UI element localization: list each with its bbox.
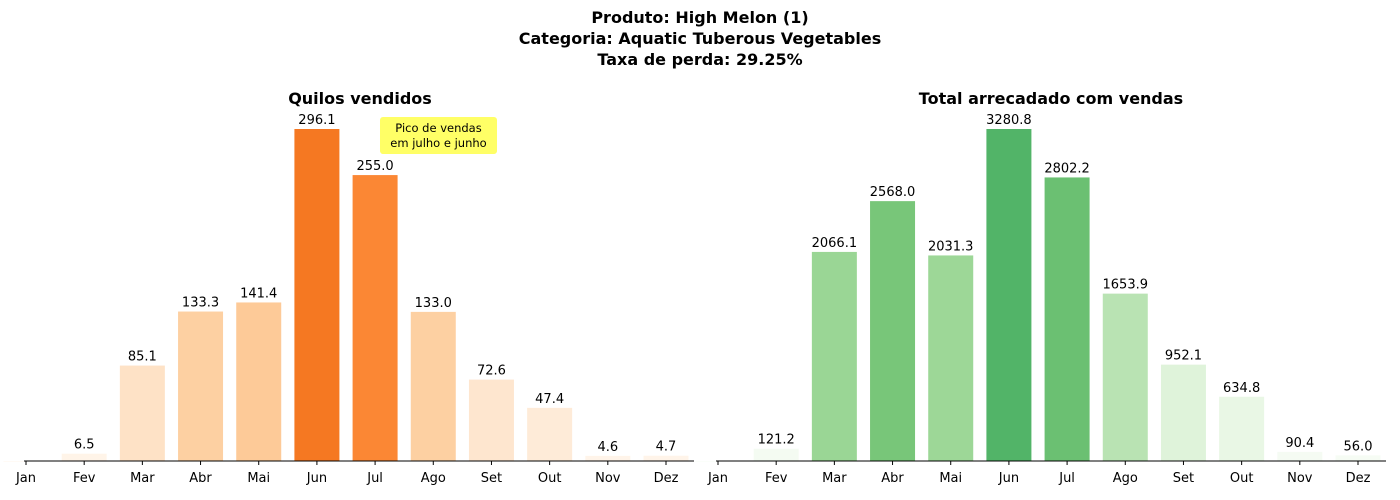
data-label: 2568.0 [870, 185, 916, 200]
bar-abr [870, 201, 916, 462]
x-tick-label: Set [481, 471, 502, 486]
x-tick-label: Dez [654, 471, 679, 486]
x-tick-label: Out [1230, 471, 1254, 486]
data-label: 90.4 [1285, 436, 1314, 451]
data-label: 4.6 [597, 440, 618, 455]
data-label: 1653.9 [1103, 278, 1149, 293]
bar-dez [643, 455, 689, 461]
chart-kilos: Quilos vendidos 6.5 85.1 133.3 141.4 296.1 255… [3, 89, 694, 486]
bar-mar [811, 251, 857, 461]
x-tick-label: Nov [595, 471, 621, 486]
bar-abr [178, 311, 224, 461]
x-tick-label: Set [1173, 471, 1194, 486]
x-tick-label: Jan [707, 471, 728, 486]
data-label: 255.0 [356, 159, 393, 174]
data-label: 121.2 [758, 433, 795, 448]
x-tick-label: Jan [15, 471, 36, 486]
x-tick-label: Ago [421, 471, 446, 486]
x-tick-label: Jul [366, 471, 383, 486]
x-tick-label: Mar [130, 471, 155, 486]
chart-title: Quilos vendidos [288, 89, 432, 108]
bar-set [1160, 364, 1206, 461]
bar-mai [928, 255, 974, 461]
bar-jul [352, 175, 398, 462]
bar-mar [119, 365, 165, 461]
chart-revenue: Total arrecadado com vendas 121.2 2066.1 25… [695, 89, 1386, 486]
x-tick-label: Mai [247, 471, 270, 486]
bar-nov [1277, 451, 1323, 461]
data-label: 2031.3 [928, 239, 974, 254]
bar-set [468, 379, 514, 461]
bar-fev [753, 448, 799, 461]
data-label: 56.0 [1344, 439, 1373, 454]
data-label: 952.1 [1165, 349, 1202, 364]
suptitle-category: Categoria: Aquatic Tuberous Vegetables [518, 29, 882, 48]
bar-jun [986, 129, 1032, 461]
data-label: 141.4 [240, 286, 277, 301]
bar-nov [585, 455, 631, 461]
bar-ago [410, 311, 456, 461]
data-label: 296.1 [298, 113, 335, 128]
bar-jun [294, 129, 340, 461]
data-label: 2066.1 [812, 236, 858, 251]
bar-fev [61, 453, 107, 461]
x-tick-label: Abr [189, 471, 212, 486]
annotation-box [380, 117, 497, 154]
x-tick-label: Mai [939, 471, 962, 486]
x-tick-label: Mar [822, 471, 847, 486]
data-label: 6.5 [74, 438, 95, 453]
data-label: 133.0 [415, 296, 452, 311]
data-label: 3280.8 [986, 113, 1032, 128]
x-tick-label: Out [538, 471, 562, 486]
bar-jul [1044, 177, 1090, 462]
bar-ago [1102, 293, 1148, 461]
bar-out [527, 407, 573, 461]
data-label: 72.6 [477, 364, 506, 379]
bar-out [1219, 396, 1265, 461]
annotation-text: em julho e junho [390, 136, 486, 150]
data-label: 47.4 [535, 392, 564, 407]
data-label: 634.8 [1223, 381, 1260, 396]
annotation-text: Pico de vendas [395, 121, 481, 135]
x-tick-label: Ago [1113, 471, 1138, 486]
x-tick-label: Nov [1287, 471, 1313, 486]
data-label: 85.1 [128, 350, 157, 365]
suptitle-product: Produto: High Melon (1) [591, 8, 809, 27]
x-tick-label: Fev [765, 471, 788, 486]
x-tick-label: Dez [1346, 471, 1371, 486]
x-tick-label: Jun [998, 471, 1019, 486]
suptitle-loss-rate: Taxa de perda: 29.25% [597, 50, 803, 69]
bar-mai [236, 302, 282, 461]
bar-dez [1335, 455, 1381, 461]
x-tick-label: Jul [1058, 471, 1075, 486]
chart-title: Total arrecadado com vendas [919, 89, 1183, 108]
data-label: 2802.2 [1044, 161, 1090, 176]
data-label: 4.7 [656, 440, 677, 455]
x-tick-label: Jun [306, 471, 327, 486]
data-label: 133.3 [182, 296, 219, 311]
x-tick-label: Abr [881, 471, 904, 486]
x-tick-label: Fev [73, 471, 96, 486]
